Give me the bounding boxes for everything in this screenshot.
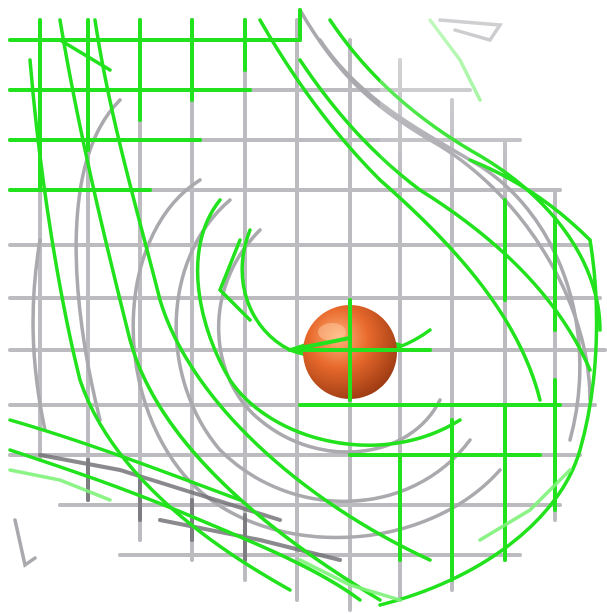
depth-fog (380, 0, 607, 180)
green-contour-curves (8, 18, 602, 607)
dark-grey-mesh-segments (38, 453, 342, 562)
green-mesh-foreground (288, 303, 402, 402)
